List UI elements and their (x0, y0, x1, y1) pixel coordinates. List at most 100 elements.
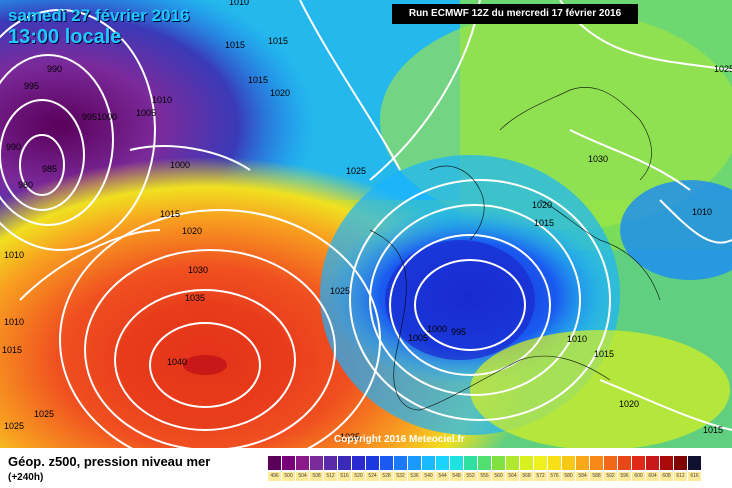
isobar-label: 985 (42, 164, 57, 174)
legend-swatch (268, 456, 281, 470)
legend-swatch (282, 456, 295, 470)
isobar-label: 1020 (270, 88, 290, 98)
legend-value: 528 (380, 472, 393, 481)
isobar-label: 1015 (248, 75, 268, 85)
legend-value: 616 (688, 472, 701, 481)
isobar-label: 1010 (4, 250, 24, 260)
legend-value: 548 (450, 472, 463, 481)
isobar-label: 1025 (34, 409, 54, 419)
legend-value: 532 (394, 472, 407, 481)
legend-swatch (450, 456, 463, 470)
isobar-label: 995 (24, 81, 39, 91)
isobar-label: 995 (451, 327, 466, 337)
isobar-label: 1025 (4, 421, 24, 431)
isobar-label: 1020 (182, 226, 202, 236)
legend-value: 568 (520, 472, 533, 481)
isobar-label: 1025 (340, 432, 360, 442)
legend-swatch (464, 456, 477, 470)
legend-swatch (492, 456, 505, 470)
legend-swatch (422, 456, 435, 470)
legend-swatch (688, 456, 701, 470)
footer-title: Géop. z500, pression niveau mer (8, 454, 211, 469)
legend-swatch (436, 456, 449, 470)
isobar-label: 1030 (588, 154, 608, 164)
isobar-label: 990 (47, 64, 62, 74)
isobar-label: 1015 (160, 209, 180, 219)
legend-value: 552 (464, 472, 477, 481)
isobar-label: 1005 (408, 333, 428, 343)
legend-value: 496 (268, 472, 281, 481)
isobar-label: 9951000 (82, 112, 117, 122)
legend-value: 572 (534, 472, 547, 481)
legend-value: 592 (604, 472, 617, 481)
isobar-label: 1010 (4, 317, 24, 327)
isobar-label: 1010 (229, 0, 249, 7)
legend-swatch (296, 456, 309, 470)
legend-swatch (310, 456, 323, 470)
legend-value: 600 (632, 472, 645, 481)
legend-value: 500 (282, 472, 295, 481)
legend-value: 508 (310, 472, 323, 481)
isobar-label: 1000 (427, 324, 447, 334)
isobar-labels: 990 995 985 980 990 9951000 1005 1010 10… (2, 0, 732, 442)
isobar-label: 1015 (594, 349, 614, 359)
run-info-box: Run ECMWF 12Z du mercredi 17 février 201… (392, 4, 638, 24)
legend-swatch (478, 456, 491, 470)
isobar-label: 1015 (2, 345, 22, 355)
forecast-datetime: samedi 27 février 2016 13:00 locale (8, 6, 189, 48)
legend-swatch (338, 456, 351, 470)
color-legend: 496 500 504 508 512 516 520 524 528 532 536 540 544 5… (268, 456, 712, 482)
legend-value: 576 (548, 472, 561, 481)
isobar-label: 1020 (532, 200, 552, 210)
legend-value: 564 (506, 472, 519, 481)
isobar-label: 1025 (714, 64, 732, 74)
isobar-label: 1025 (346, 166, 366, 176)
isobar-label: 1035 (185, 293, 205, 303)
footer-lead-time: (+240h) (8, 472, 44, 483)
isobar-label: 1040 (167, 357, 187, 367)
legend-swatch (520, 456, 533, 470)
coastlines (369, 87, 661, 411)
legend-swatch (604, 456, 617, 470)
isobar-label: 1015 (225, 40, 245, 50)
legend-value: 524 (366, 472, 379, 481)
legend-value: 544 (436, 472, 449, 481)
legend-value: 608 (660, 472, 673, 481)
isobar-label: 1020 (619, 399, 639, 409)
forecast-date: samedi 27 février 2016 (8, 6, 190, 25)
isobar-label: 1025 (330, 286, 350, 296)
legend-swatch (632, 456, 645, 470)
legend-value: 520 (352, 472, 365, 481)
isobar-label: 1030 (188, 265, 208, 275)
map-footer: Géop. z500, pression niveau mer (+240h) … (0, 448, 732, 488)
legend-swatch (394, 456, 407, 470)
legend-value: 584 (576, 472, 589, 481)
legend-value: 588 (590, 472, 603, 481)
legend-swatch (408, 456, 421, 470)
legend-swatch (646, 456, 659, 470)
legend-value: 612 (674, 472, 687, 481)
isobar-label: 1000 (170, 160, 190, 170)
legend-value: 516 (338, 472, 351, 481)
isobar-label: 1015 (534, 218, 554, 228)
pressure-map: 990 995 985 980 990 9951000 1005 1010 10… (0, 0, 732, 448)
copyright-text: Copyright 2016 Meteociel.fr (334, 434, 465, 445)
legend-swatch (576, 456, 589, 470)
legend-value: 504 (296, 472, 309, 481)
legend-value: 596 (618, 472, 631, 481)
legend-value: 536 (408, 472, 421, 481)
legend-swatch (548, 456, 561, 470)
legend-swatch (618, 456, 631, 470)
legend-swatch (562, 456, 575, 470)
legend-swatch (674, 456, 687, 470)
legend-swatch (380, 456, 393, 470)
legend-swatch (352, 456, 365, 470)
legend-value: 580 (562, 472, 575, 481)
legend-swatch (534, 456, 547, 470)
isobar-label: 1010 (152, 95, 172, 105)
isobar-label: 1010 (567, 334, 587, 344)
legend-swatch (324, 456, 337, 470)
isobar-label: 990 (6, 142, 21, 152)
legend-value: 512 (324, 472, 337, 481)
